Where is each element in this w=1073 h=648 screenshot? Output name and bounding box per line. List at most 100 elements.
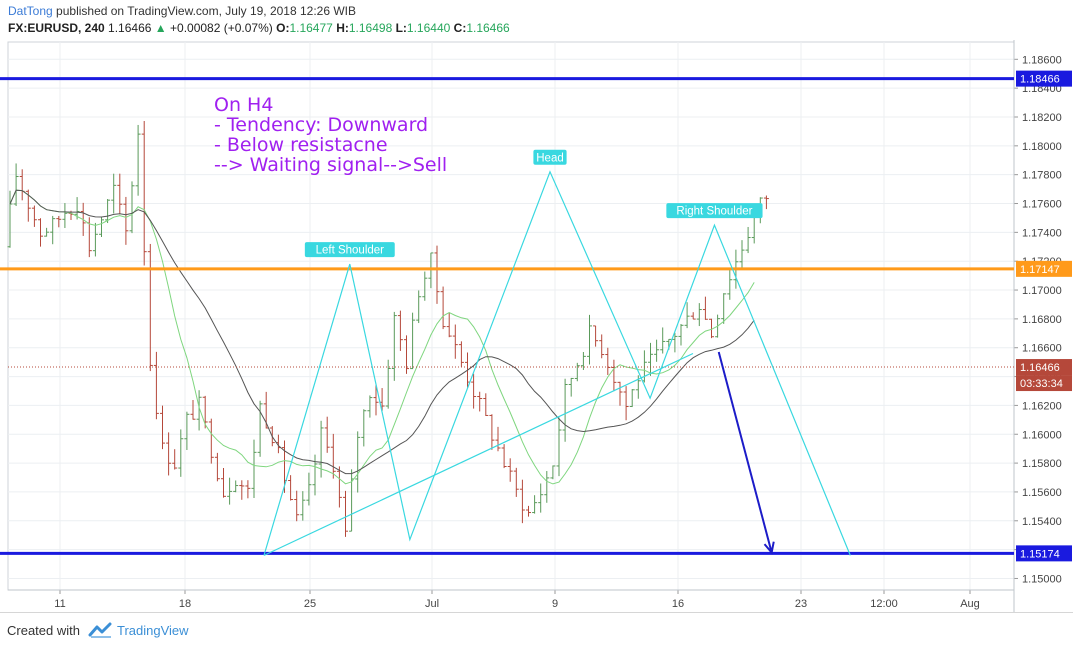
created-with-label: Created with [7, 623, 80, 638]
head-label: Head [533, 149, 567, 165]
price-tag-value: 1.15174 [1020, 548, 1060, 560]
close-value: 1.16466 [466, 21, 510, 35]
candle [355, 431, 361, 493]
candle [599, 334, 605, 359]
pattern-label-box [533, 149, 567, 165]
candle [458, 341, 464, 367]
analysis-note-line: --> Waiting signal-->Sell [214, 154, 447, 176]
sell-arrow-head [763, 541, 775, 555]
candle [166, 432, 172, 476]
candle [13, 163, 19, 206]
x-tick-label: Aug [960, 598, 980, 610]
candle [38, 218, 43, 247]
price-tag-box [1016, 545, 1072, 562]
candle [422, 271, 428, 301]
candle [568, 377, 574, 397]
candle [410, 312, 416, 370]
candle [593, 325, 599, 347]
low-label: L: [395, 21, 407, 35]
pattern-label-text: Head [536, 152, 564, 164]
x-tick-label: 16 [672, 598, 684, 610]
candle [221, 468, 226, 498]
pattern-label-box [666, 203, 763, 219]
close-label: C: [453, 21, 467, 35]
candle [452, 324, 458, 359]
grid-lines [8, 42, 1014, 590]
candle [147, 243, 153, 372]
candle [739, 240, 745, 268]
pattern-label-box [304, 242, 395, 258]
candle [446, 312, 452, 338]
candle [343, 490, 348, 537]
x-tick-label: 11 [54, 598, 65, 610]
sma-slow-line [9, 189, 755, 475]
candle [318, 420, 324, 478]
plot-area [7, 41, 1015, 591]
y-tick-label: 1.15000 [1022, 573, 1062, 585]
candle [696, 303, 702, 327]
candle [690, 312, 696, 320]
candle [111, 173, 117, 214]
neckline [263, 352, 694, 556]
analysis-note-line: - Tendency: Downward [214, 114, 428, 136]
candlesticks [7, 121, 769, 537]
candle [141, 121, 147, 266]
candle [300, 491, 306, 521]
tradingview-logo-icon [88, 622, 112, 638]
candle [227, 477, 233, 505]
low-value: 1.16440 [406, 21, 451, 35]
sell-arrow-shaft [717, 351, 773, 553]
candle [507, 458, 513, 482]
candle [367, 395, 373, 418]
x-tick-label: 9 [552, 598, 558, 610]
footer: Created with TradingView [0, 612, 1073, 648]
candle [471, 373, 477, 409]
author-link[interactable]: DatTong [8, 4, 53, 18]
candle [580, 352, 586, 370]
candle [483, 393, 489, 416]
candle [153, 351, 159, 420]
y-tick-label: 1.17600 [1022, 199, 1062, 211]
y-tick-label: 1.15400 [1022, 516, 1062, 528]
up-triangle-icon: ▲ [154, 21, 167, 35]
open-label: O: [276, 21, 290, 35]
y-tick-label: 1.15800 [1022, 458, 1062, 470]
x-tick-label: Jul [425, 598, 439, 610]
candle [178, 429, 184, 477]
candle [105, 198, 111, 224]
candle [74, 197, 80, 220]
candle [495, 426, 501, 452]
y-tick-label: 1.16200 [1022, 400, 1062, 412]
candle [92, 222, 98, 257]
high-value: 1.16498 [348, 21, 393, 35]
candle [50, 215, 56, 245]
candle [477, 391, 483, 412]
candle [532, 495, 538, 514]
candle [294, 490, 300, 522]
candle [538, 483, 544, 513]
candle [208, 418, 214, 464]
candle [324, 416, 330, 453]
x-tick-label: 12:00 [870, 598, 898, 610]
candle [544, 471, 550, 503]
tradingview-brand[interactable]: TradingView [117, 623, 189, 638]
symbol-info-line: FX:EURUSD, 240 1.16466 ▲ +0.00082 (+0.07… [8, 21, 510, 35]
analysis-note-line: - Below resistacne [214, 134, 388, 156]
candle [245, 480, 251, 499]
x-axis-ticks: 11 18 25 Jul 9 16 23 12:00 Aug [54, 590, 980, 610]
candle [160, 405, 165, 450]
y-tick-label: 1.17800 [1022, 170, 1062, 182]
candle [44, 227, 50, 237]
price-chart[interactable]: 1.186001.184001.182001.180001.178001.176… [0, 0, 1073, 612]
open-value: 1.16477 [289, 21, 333, 35]
chart-header: DatTong published on TradingView.com, Ju… [0, 0, 1073, 40]
pattern-label-text: Left Shoulder [316, 245, 385, 257]
analysis-note: On H4- Tendency: Downward- Below resista… [214, 94, 447, 176]
y-tick-label: 1.18200 [1022, 112, 1062, 124]
candle [660, 327, 666, 354]
price-tag-resistance: 1.18466 [1016, 70, 1072, 87]
candle [513, 467, 519, 497]
candle [489, 414, 495, 450]
candle [123, 196, 129, 245]
candle [550, 465, 556, 480]
